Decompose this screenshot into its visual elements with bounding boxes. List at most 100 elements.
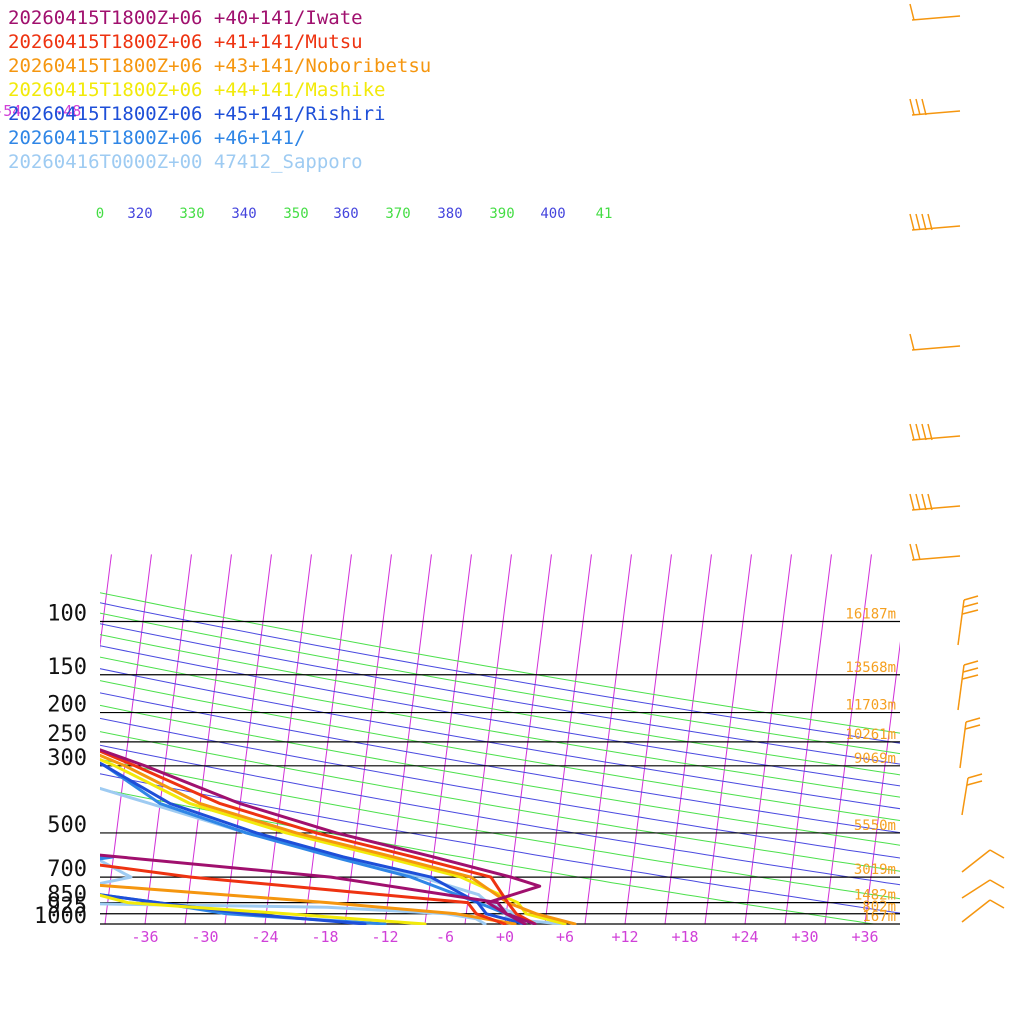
wind-barb xyxy=(909,98,961,116)
dewpoint-profile xyxy=(100,854,387,925)
pressure-label: 100 xyxy=(47,602,87,627)
pressure-label: 925 xyxy=(47,894,87,919)
theta-label: 0 xyxy=(96,206,104,222)
adiabat-line xyxy=(100,758,900,900)
x-tick-label: -24 xyxy=(251,928,278,946)
height-label: 3019m xyxy=(854,862,896,878)
pressure-label: 200 xyxy=(47,693,87,718)
wind-barb xyxy=(909,333,961,351)
adiabat-line xyxy=(100,668,900,810)
adiabat-line xyxy=(100,623,900,765)
dewpoint-profile xyxy=(100,853,527,925)
theta-label: 390 xyxy=(489,206,514,222)
pressure-label: 300 xyxy=(47,746,87,771)
isotherm-line xyxy=(184,554,232,925)
theta-label: 340 xyxy=(231,206,256,222)
pressure-label: 250 xyxy=(47,722,87,747)
isotherm-line xyxy=(864,641,900,925)
wind-barb xyxy=(909,543,961,561)
pressure-label: 500 xyxy=(47,813,87,838)
pressure-label: 700 xyxy=(47,857,87,882)
isotherm-line xyxy=(824,554,872,925)
legend-entry: 20260415T1800Z+06 +44+141/Mashike xyxy=(8,79,386,101)
wind-barb xyxy=(909,3,961,21)
adiabat-line xyxy=(100,704,900,846)
pressure-label: 150 xyxy=(47,655,87,680)
adiabat-line xyxy=(100,645,900,787)
top-temp-label: -48 xyxy=(54,102,81,120)
isotherm-line xyxy=(464,554,512,925)
isotherm-line xyxy=(945,554,991,924)
x-tick-label: -36 xyxy=(131,928,158,946)
height-label: 9069m xyxy=(854,751,896,767)
isotherm-line xyxy=(144,554,192,925)
dry-adiabat-grid xyxy=(100,592,900,925)
isotherm-line xyxy=(704,554,752,925)
height-label: 11703m xyxy=(845,698,896,714)
x-tick-label: +6 xyxy=(556,928,574,946)
wind-barb xyxy=(959,717,981,769)
dewpoint-profile xyxy=(100,863,507,925)
adiabat-line xyxy=(100,592,900,734)
legend-entry: 20260415T1800Z+06 +41+141/Mutsu xyxy=(8,31,363,53)
theta-label: 41 xyxy=(596,206,613,222)
x-tick-label: -30 xyxy=(191,928,218,946)
x-tick-label: +0 xyxy=(496,928,514,946)
isotherm-line xyxy=(264,554,312,925)
isotherm-line xyxy=(544,554,592,925)
adiabat-line xyxy=(100,744,900,886)
wind-barb xyxy=(961,879,1005,899)
isotherm-line xyxy=(664,554,712,925)
isotherm-line xyxy=(744,554,792,925)
height-label: 13568m xyxy=(845,660,896,676)
isotherm-line xyxy=(104,554,152,925)
x-tick-label: +12 xyxy=(611,928,638,946)
wind-barb xyxy=(961,849,1005,873)
pressure-label: 1000 xyxy=(34,904,87,929)
pressure-label: 850 xyxy=(47,883,87,908)
isotherm-line xyxy=(624,554,672,925)
temperature-profile xyxy=(100,757,567,925)
sounding-profiles xyxy=(100,748,577,925)
wind-barbs xyxy=(909,3,1005,923)
isotherm-line xyxy=(905,554,951,924)
axis-labels: 100 16187m 150 13568m 200 11703m 250 10261m 300 9… xyxy=(0,102,896,946)
dewpoint-profile xyxy=(100,858,487,925)
isobar-lines xyxy=(100,620,900,925)
temperature-profile xyxy=(100,748,542,925)
x-tick-label: +36 xyxy=(851,928,878,946)
theta-label: 330 xyxy=(179,206,204,222)
theta-label: 400 xyxy=(540,206,565,222)
height-label: 802m xyxy=(862,899,896,915)
wind-barb xyxy=(909,213,961,231)
legend-entry: 20260415T1800Z+06 +40+141/Iwate xyxy=(8,7,363,29)
isotherm-line xyxy=(985,554,1024,924)
legend-entry: 20260415T1800Z+06 +45+141/Rishiri xyxy=(8,103,386,125)
wind-barb xyxy=(909,493,961,511)
dewpoint-profile xyxy=(100,883,517,925)
theta-label: 370 xyxy=(385,206,410,222)
top-temp-label: -54 xyxy=(0,102,21,120)
x-tick-label: -12 xyxy=(371,928,398,946)
theta-label: 380 xyxy=(437,206,462,222)
wind-barb xyxy=(957,595,979,646)
wind-barb xyxy=(957,660,979,711)
height-label: 16187m xyxy=(845,607,896,623)
height-label: 5550m xyxy=(854,818,896,834)
x-tick-label: +18 xyxy=(671,928,698,946)
isotherm-line xyxy=(100,554,112,650)
height-label: 1482m xyxy=(854,888,896,904)
legend-entry: 20260415T1800Z+06 +46+141/ xyxy=(8,127,305,149)
height-label: 10261m xyxy=(845,727,896,743)
adiabat-line xyxy=(100,680,900,822)
isotherm-line xyxy=(0,554,31,924)
legend-entry: 20260415T1800Z+06 +43+141/Noboribetsu xyxy=(8,55,431,77)
height-label: 167m xyxy=(862,909,896,925)
theta-label: 350 xyxy=(283,206,308,222)
wind-barb xyxy=(961,899,1005,923)
isotherm-line xyxy=(224,554,272,925)
adiabat-line xyxy=(100,692,900,834)
x-tick-label: +30 xyxy=(791,928,818,946)
theta-label: 360 xyxy=(333,206,358,222)
